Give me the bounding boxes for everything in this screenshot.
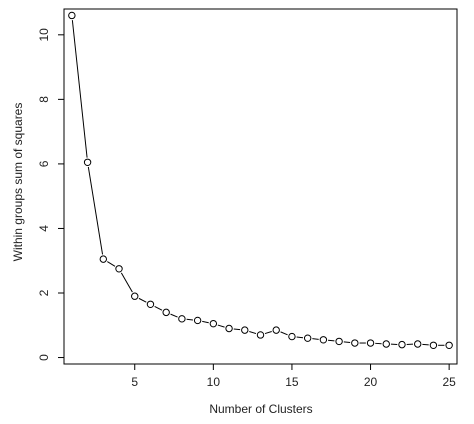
data-point xyxy=(146,300,155,308)
y-tick-label: 2 xyxy=(37,289,51,296)
series-line-segment xyxy=(264,331,272,335)
data-point xyxy=(351,339,359,347)
x-tick-label: 25 xyxy=(442,375,456,389)
data-point xyxy=(303,334,312,342)
x-tick-label: 15 xyxy=(285,375,299,389)
data-point xyxy=(382,340,390,348)
data-point xyxy=(366,339,375,347)
data-point xyxy=(256,331,265,339)
data-point xyxy=(445,341,453,349)
data-point xyxy=(193,316,202,325)
series-line-segment xyxy=(312,338,319,340)
series-line-segment xyxy=(280,331,288,336)
series-line-segment xyxy=(138,297,147,303)
data-point xyxy=(162,308,170,317)
series-line-segment xyxy=(233,328,241,331)
data-point xyxy=(319,336,328,344)
series-line-segment xyxy=(186,318,193,321)
y-tick-label: 6 xyxy=(37,160,51,167)
series-line-segment xyxy=(296,336,304,339)
data-point xyxy=(131,292,139,300)
data-point xyxy=(209,319,218,328)
series-line-segment xyxy=(422,343,429,346)
data-point xyxy=(414,340,422,348)
data-point xyxy=(225,324,233,333)
series-line-segment xyxy=(217,324,225,328)
y-tick-label: 8 xyxy=(37,96,51,103)
series-line-segment xyxy=(328,339,335,342)
data-point xyxy=(272,326,280,334)
series-line-segment xyxy=(154,305,163,311)
plot-area: 0 2 4 6 8 10 5 10 15 20 25 xyxy=(37,8,458,389)
series-line-segment xyxy=(120,272,133,293)
data-point xyxy=(398,340,406,349)
y-axis-label: Within groups sum of squares xyxy=(11,103,25,262)
series-line-segment xyxy=(343,341,351,344)
series-line-segment xyxy=(170,313,178,318)
plot-frame xyxy=(63,8,458,365)
y-tick-label: 0 xyxy=(37,354,51,361)
data-point xyxy=(241,326,249,334)
series-line-segment xyxy=(87,166,104,255)
data-point xyxy=(288,332,296,341)
data-point xyxy=(178,315,186,323)
data-point xyxy=(335,337,343,346)
x-tick-label: 20 xyxy=(364,375,378,389)
y-tick-label: 4 xyxy=(37,225,51,232)
series-line-segment xyxy=(107,261,116,267)
series-line-segment xyxy=(71,20,88,158)
series-line-segment xyxy=(202,320,209,324)
y-tick-label: 10 xyxy=(37,28,51,42)
data-point xyxy=(99,255,108,263)
x-tick-label: 10 xyxy=(207,375,221,389)
data-point xyxy=(83,158,92,166)
data-point xyxy=(115,265,123,273)
series-line-segment xyxy=(249,331,257,335)
x-axis-label: Number of Clusters xyxy=(209,402,312,416)
x-tick-label: 5 xyxy=(131,375,138,389)
data-point xyxy=(68,11,76,20)
data-point xyxy=(429,341,438,349)
